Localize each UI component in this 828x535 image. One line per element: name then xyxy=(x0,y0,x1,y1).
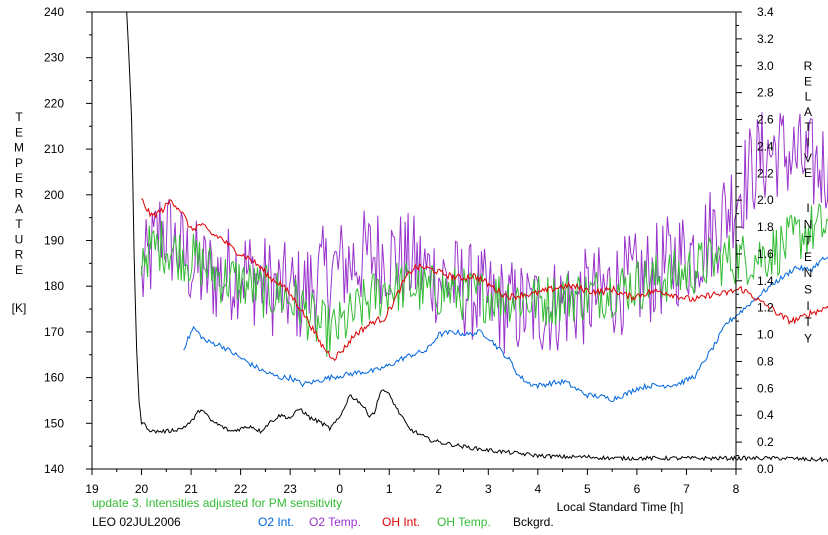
left-tick-label: 180 xyxy=(44,279,64,293)
left-tick-label: 190 xyxy=(44,234,64,248)
right-axis-letter: I xyxy=(806,136,809,150)
right-tick-label: 2.4 xyxy=(757,139,774,153)
x-axis-label: Local Standard Time [h] xyxy=(557,500,684,514)
left-axis-ticks: 240 230 220 210 200 190 180 170 160 150 140 xyxy=(44,5,92,476)
x-tick-label: 3 xyxy=(485,482,492,496)
right-axis-letter: S xyxy=(804,283,812,297)
series-line-bckgrd xyxy=(126,11,828,463)
left-axis-letter: U xyxy=(15,232,24,246)
x-tick-label: 6 xyxy=(634,482,641,496)
right-tick-label: 1.2 xyxy=(757,301,774,315)
x-tick-label: 5 xyxy=(584,482,591,496)
series-layer xyxy=(126,11,828,463)
right-axis-ticks: 3.4 3.2 3.0 2.8 2.6 2.4 2.2 2.0 1.8 1.6 1.4 1.2 1.0 0… xyxy=(736,5,774,476)
legend-o2-int: O2 Int. xyxy=(258,515,294,529)
left-tick-label: 150 xyxy=(44,416,64,430)
series-line-oh-temp xyxy=(141,202,828,357)
right-tick-label: 2.8 xyxy=(757,86,774,100)
right-axis-letter: Y xyxy=(804,331,812,345)
left-tick-label: 140 xyxy=(44,462,64,476)
right-tick-label: 2.2 xyxy=(757,166,774,180)
right-tick-label: 0.4 xyxy=(757,408,774,422)
legend-o2-temp: O2 Temp. xyxy=(309,515,361,529)
right-tick-label: 2.6 xyxy=(757,113,774,127)
left-axis-unit: [K] xyxy=(12,301,27,315)
right-tick-label: 3.0 xyxy=(757,59,774,73)
x-tick-label: 23 xyxy=(283,482,297,496)
series-line-oh-int xyxy=(141,198,828,362)
right-tick-label: 3.4 xyxy=(757,5,774,19)
right-tick-label: 3.2 xyxy=(757,32,774,46)
x-tick-label: 1 xyxy=(386,482,393,496)
right-axis-letter: I xyxy=(806,201,809,215)
x-tick-label: 22 xyxy=(234,482,248,496)
x-tick-label: 8 xyxy=(733,482,740,496)
legend-oh-int: OH Int. xyxy=(382,515,420,529)
left-axis-letter: R xyxy=(15,187,24,201)
left-axis-letter: T xyxy=(15,217,23,231)
right-axis-letter: T xyxy=(804,120,812,134)
x-tick-label: 0 xyxy=(336,482,343,496)
right-tick-label: 1.8 xyxy=(757,220,774,234)
right-tick-label: 0.0 xyxy=(757,462,774,476)
left-axis-letter: E xyxy=(15,171,23,185)
right-axis-letter: N xyxy=(804,266,813,280)
right-axis-letter: L xyxy=(805,90,812,104)
x-tick-label: 20 xyxy=(135,482,149,496)
left-tick-label: 170 xyxy=(44,325,64,339)
right-tick-label: 0.6 xyxy=(757,381,774,395)
right-axis-letter: E xyxy=(804,166,812,180)
right-tick-label: 0.2 xyxy=(757,435,774,449)
right-axis-letter: N xyxy=(804,217,813,231)
right-axis-letter: T xyxy=(804,315,812,329)
update-note: update 3. Intensities adjusted for PM se… xyxy=(92,496,342,510)
right-tick-label: 1.0 xyxy=(757,328,774,342)
left-tick-label: 220 xyxy=(44,96,64,110)
left-axis-letter: P xyxy=(15,156,23,170)
x-tick-label: 4 xyxy=(535,482,542,496)
legend-oh-temp: OH Temp. xyxy=(437,515,491,529)
left-tick-label: 210 xyxy=(44,142,64,156)
right-axis-letter: E xyxy=(804,250,812,264)
x-tick-label: 19 xyxy=(85,482,99,496)
left-tick-label: 200 xyxy=(44,188,64,202)
x-tick-label: 2 xyxy=(435,482,442,496)
plot-frame xyxy=(91,11,737,470)
right-axis-letter: T xyxy=(804,234,812,248)
left-axis-letter: A xyxy=(15,202,23,216)
right-axis-letter: A xyxy=(804,105,812,119)
right-tick-label: 2.0 xyxy=(757,193,774,207)
right-axis-letter: R xyxy=(804,59,813,73)
legend-bckgrd: Bckgrd. xyxy=(513,515,554,529)
right-tick-label: 1.6 xyxy=(757,247,774,261)
series-line-o2-temp xyxy=(141,112,828,354)
left-tick-label: 160 xyxy=(44,371,64,385)
left-axis-letter: E xyxy=(15,125,23,139)
left-axis-letter: R xyxy=(15,248,24,262)
right-axis-letter: E xyxy=(804,74,812,88)
right-tick-label: 0.8 xyxy=(757,354,774,368)
right-tick-label: 1.4 xyxy=(757,274,774,288)
left-axis-letter: E xyxy=(15,263,23,277)
series-line-o2-int xyxy=(183,256,828,403)
x-tick-label: 7 xyxy=(683,482,690,496)
left-tick-label: 240 xyxy=(44,5,64,19)
left-axis-letter: M xyxy=(14,141,24,155)
x-tick-label: 21 xyxy=(184,482,198,496)
right-axis-letter: I xyxy=(806,299,809,313)
x-axis-ticks: 19 20 21 22 23 0 1 2 3 4 5 6 7 8 xyxy=(85,469,740,496)
station-date: LEO 02JUL2006 xyxy=(92,515,181,529)
left-tick-label: 230 xyxy=(44,51,64,65)
left-axis-letter: T xyxy=(15,110,23,124)
right-axis-letter: V xyxy=(804,151,812,165)
